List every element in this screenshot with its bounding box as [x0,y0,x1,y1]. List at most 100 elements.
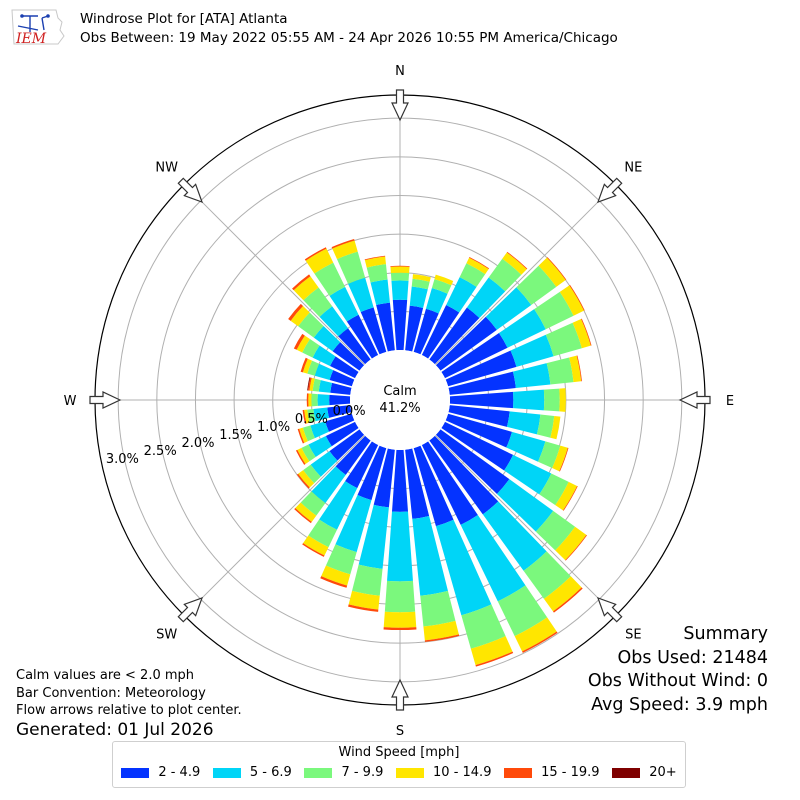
compass-label: SE [625,627,641,642]
windrose-bar-segment [506,431,546,462]
windrose-bar-segment [330,382,352,395]
windrose-bar-segment [514,617,557,652]
windrose-bar-segment [421,441,478,525]
windrose-bar-segment [448,371,516,395]
windrose-bar-segment [425,288,448,314]
calm-circle [350,350,450,450]
windrose-bar-segment [390,265,410,267]
windrose-bar-segment [370,279,390,306]
windrose-bar-segment [331,238,355,249]
legend-title: Wind Speed [mph] [338,745,460,760]
legend-label: 2 - 4.9 [158,765,201,780]
windrose-bar-segment [310,421,329,439]
summary-panel: Summary Obs Used: 21484 Obs Without Wind… [588,623,768,717]
windrose-bar-segment [296,473,310,489]
windrose-bar-segment [513,389,545,411]
legend-item: 20+ [612,765,677,780]
windrose-bar-segment [302,425,315,442]
legend: Wind Speed [mph] 2 - 4.9 5 - 6.9 7 - 9.9 10… [112,741,686,788]
windrose-bar-segment [320,576,348,588]
windrose-bar-segment [307,408,316,423]
radial-tick-label: 3.0% [106,452,139,467]
windrose-bar-segment [357,445,387,501]
compass-label: NW [155,161,178,176]
windrose-bar-segment [298,470,315,488]
windrose-bar-segment [321,565,351,586]
flow-arrow [596,596,623,623]
windrose-bar-segment [424,634,460,642]
windrose-bar-segment [535,510,576,551]
windrose-bar-segment [538,441,561,469]
windrose-bar-segment [576,355,582,382]
compass-label: NE [624,161,642,176]
windrose-bar-segment [336,251,366,284]
windrose-bar-segment [302,409,307,424]
windrose-bar-segment [307,377,311,391]
summary-heading: Summary [683,624,768,644]
legend-label: 20+ [649,765,677,780]
windrose-bar-segment [303,287,333,317]
windrose-bar-segment [364,255,386,261]
windrose-bar-segment [293,276,319,301]
windrose-bar-segment [536,414,555,438]
windrose-bar-segment [459,263,486,287]
legend-item: 5 - 6.9 [212,765,292,780]
windrose-bar-segment [449,391,514,409]
windrose-bar-segment [448,405,510,427]
compass-label: N [395,64,405,79]
logo-text: IEM [15,31,47,47]
windrose-bar-segment [293,333,305,350]
windrose-bar-segment [299,427,308,443]
windrose-bar-segment [303,535,329,556]
legend-label: 10 - 14.9 [433,765,492,780]
windrose-bar-segment [502,252,527,275]
windrose-bar-segment [325,413,355,432]
windrose-bar-segment [312,378,321,392]
legend-swatch [121,767,150,778]
windrose-bar-segment [308,519,337,548]
windrose-bar-segment [461,604,506,649]
windrose-bar-segment [522,631,558,653]
windrose-bar-segment [311,466,346,504]
windrose-bar-segment [565,534,587,561]
windrose-bar-segment [319,481,358,530]
windrose-bar-segment [307,360,320,376]
radial-tick-label: 2.0% [181,436,214,451]
windrose-bar-segment [392,299,408,351]
windrose-bar-segment [405,448,430,519]
legend-swatch [304,767,333,778]
grid-spoke [183,183,365,365]
windrose-bar-segment [390,266,410,274]
summary-avg-speed: Avg Speed: 3.9 mph [591,694,768,715]
windrose-bar-segment [553,587,583,613]
windrose-chart: Calm 41.2% 0.0% 0.5% 1.0% 1.5% 2.0% 2.5% 3.0% N NE… [64,64,735,739]
windrose-bar-segment [298,312,324,338]
windrose-bar-segment [329,286,359,322]
bar-convention-note: Bar Convention: Meteorology [16,685,206,701]
flow-arrow [391,678,409,711]
windrose-bar-segment [329,356,359,379]
windrose-bar-segment [317,394,330,406]
windrose-bar-segment [329,394,351,406]
windrose-bar-segment [434,274,454,286]
windrose-bar-segment [352,564,383,596]
compass-label: W [64,394,77,409]
generated-date: Generated: 01 Jul 2026 [16,719,214,740]
flow-arrow [89,391,122,409]
windrose-bar-segment [391,280,409,301]
windrose-bar-segment [555,526,587,561]
windrose-bar-segment [329,370,355,387]
windrose-bar-segment [294,508,312,524]
radial-tick-label: 1.0% [257,420,290,435]
windrose-bar-segment [420,590,456,627]
legend-items: 2 - 4.9 5 - 6.9 7 - 9.9 10 - 14.9 15 - 19.9 2… [113,765,685,780]
windrose-bar-segment [405,305,424,352]
windrose-bar-segment [421,304,460,359]
windrose-bar-segment [512,363,551,389]
windrose-bar-segment [373,448,395,508]
windrose-bar-segment [300,357,308,373]
windrose-bar-segment [498,309,546,348]
windrose-bar-segment [506,251,528,270]
windrose-bar-segment [387,511,413,582]
windrose-bar-segment [390,272,410,281]
